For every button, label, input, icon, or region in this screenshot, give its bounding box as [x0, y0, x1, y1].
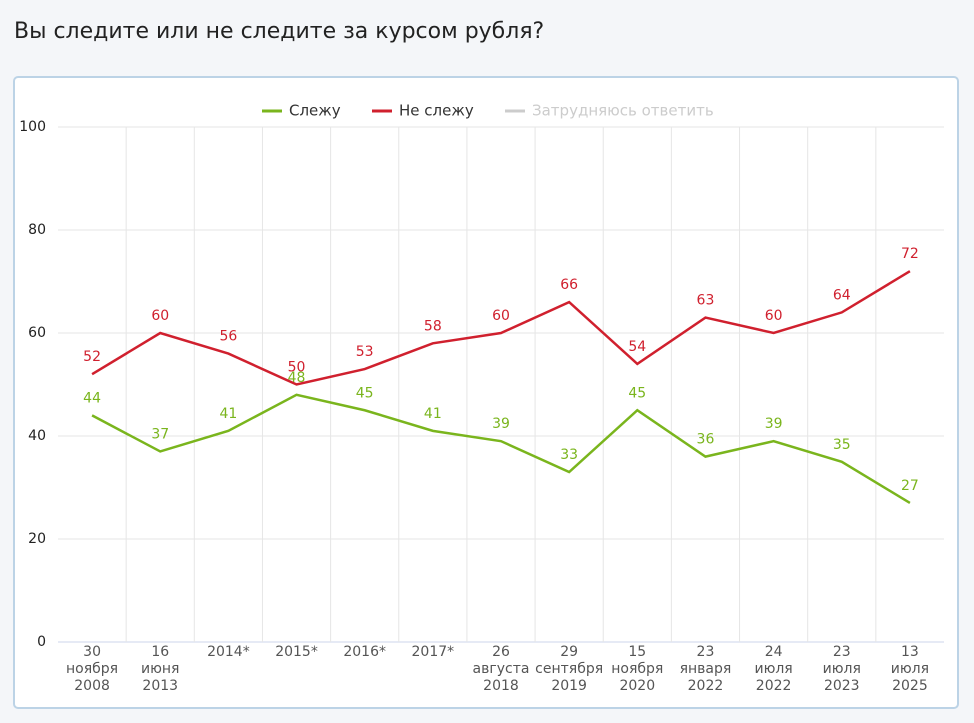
- x-tick-label: 30 ноября 2008: [66, 644, 118, 694]
- x-tick-label: 13 июля 2025: [891, 644, 929, 694]
- data-label: 35: [833, 437, 851, 453]
- y-tick-label: 40: [28, 428, 46, 444]
- y-tick-label: 80: [28, 222, 46, 238]
- data-label: 33: [560, 447, 578, 463]
- data-label: 27: [901, 478, 919, 494]
- data-label: 56: [219, 329, 237, 345]
- x-tick-label: 26 августа 2018: [473, 644, 530, 694]
- x-tick-label: 2017*: [412, 644, 455, 660]
- data-label: 60: [765, 308, 783, 324]
- legend-label: Слежу: [289, 102, 341, 120]
- data-label: 37: [151, 426, 169, 442]
- series-line: [91, 393, 911, 505]
- data-label: 50: [288, 360, 306, 376]
- x-tick-label: 24 июля 2022: [754, 644, 792, 694]
- x-tick-label: 29 сентября 2019: [535, 644, 603, 694]
- chart-frame: [13, 76, 959, 709]
- x-tick-label: 2015*: [275, 644, 318, 660]
- data-label: 60: [492, 308, 510, 324]
- x-tick-label: 2016*: [343, 644, 386, 660]
- data-label: 63: [697, 293, 715, 309]
- y-tick-label: 100: [19, 119, 46, 135]
- data-label: 60: [151, 308, 169, 324]
- data-label: 72: [901, 246, 919, 262]
- data-label: 45: [628, 385, 646, 401]
- data-label: 45: [356, 385, 374, 401]
- legend-label: Не слежу: [399, 102, 474, 120]
- data-label: 54: [628, 339, 646, 355]
- x-tick-label: 16 июня 2013: [141, 644, 179, 694]
- x-tick-label: 15 ноября 2020: [611, 644, 663, 694]
- chart-title: Вы следите или не следите за курсом рубл…: [14, 19, 544, 44]
- x-tick-label: 23 июля 2023: [823, 644, 861, 694]
- y-tick-label: 60: [28, 325, 46, 341]
- data-label: 52: [83, 349, 101, 365]
- legend-label: Затрудняюсь ответить: [532, 102, 714, 120]
- y-tick-label: 0: [37, 634, 46, 650]
- data-label: 39: [492, 416, 510, 432]
- data-label: 41: [424, 406, 442, 422]
- data-label: 66: [560, 277, 578, 293]
- series-line: [91, 270, 911, 386]
- x-tick-label: 23 января 2022: [680, 644, 732, 694]
- y-tick-label: 20: [28, 531, 46, 547]
- data-label: 64: [833, 287, 851, 303]
- data-label: 58: [424, 318, 442, 334]
- data-label: 53: [356, 344, 374, 360]
- data-label: 44: [83, 390, 101, 406]
- data-label: 39: [765, 416, 783, 432]
- data-label: 41: [219, 406, 237, 422]
- x-tick-label: 2014*: [207, 644, 250, 660]
- data-label: 36: [697, 432, 715, 448]
